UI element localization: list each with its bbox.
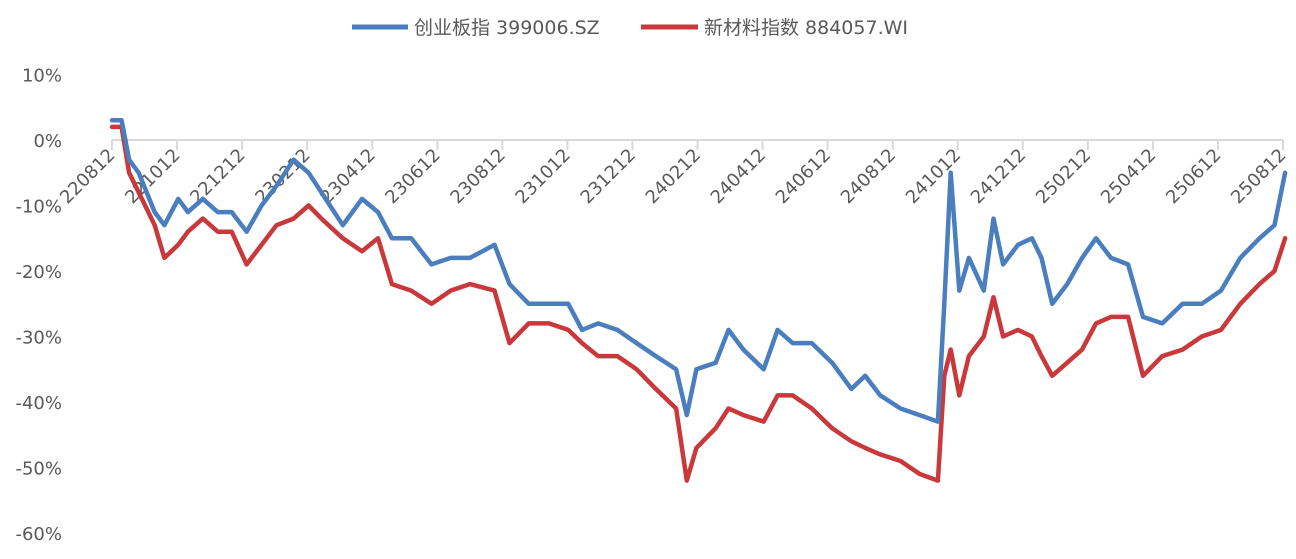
y-tick-label: 10% [22, 66, 62, 87]
y-tick-label: -20% [15, 262, 62, 283]
y-tick-label: -40% [15, 393, 62, 414]
x-tick-label: 230612 [381, 145, 444, 208]
x-tick-label: 241212 [967, 145, 1030, 208]
x-tick-label: 231012 [511, 145, 574, 208]
x-tick-label: 250212 [1032, 145, 1095, 208]
series-line-new-materials [109, 124, 1288, 483]
legend: 创业板指 399006.SZ 新材料指数 884057.WI [352, 17, 908, 39]
legend-label-new-materials: 新材料指数 884057.WI [704, 17, 908, 39]
y-tick-label: -30% [15, 328, 62, 349]
y-tick-label: 0% [33, 131, 62, 152]
x-tick-label: 250412 [1097, 145, 1160, 208]
x-tick-label: 231212 [577, 145, 640, 208]
x-tick-label: 240812 [837, 145, 900, 208]
legend-label-chinext: 创业板指 399006.SZ [414, 17, 600, 39]
x-axis: 220812 221012 221212 230212 230412 230612 2308… [56, 139, 1291, 208]
y-tick-label: -60% [15, 524, 62, 545]
y-tick-label: -50% [15, 459, 62, 480]
y-axis: 10% 0% -10% -20% -30% -40% -50% -60% [15, 66, 62, 546]
series-line-chinext [109, 118, 1288, 424]
x-tick-label: 240212 [642, 145, 705, 208]
series-group [109, 118, 1288, 483]
x-tick-label: 220812 [56, 145, 119, 208]
x-tick-label: 221212 [186, 145, 249, 208]
x-tick-label: 240412 [707, 145, 770, 208]
x-tick-label: 230812 [446, 145, 509, 208]
x-tick-label: 241012 [902, 145, 965, 208]
legend-item-new-materials[interactable]: 新材料指数 884057.WI [641, 17, 908, 39]
legend-item-chinext[interactable]: 创业板指 399006.SZ [352, 17, 600, 39]
y-tick-label: -10% [15, 197, 62, 218]
x-tick-label: 240612 [772, 145, 835, 208]
x-tick-label: 250612 [1162, 145, 1225, 208]
